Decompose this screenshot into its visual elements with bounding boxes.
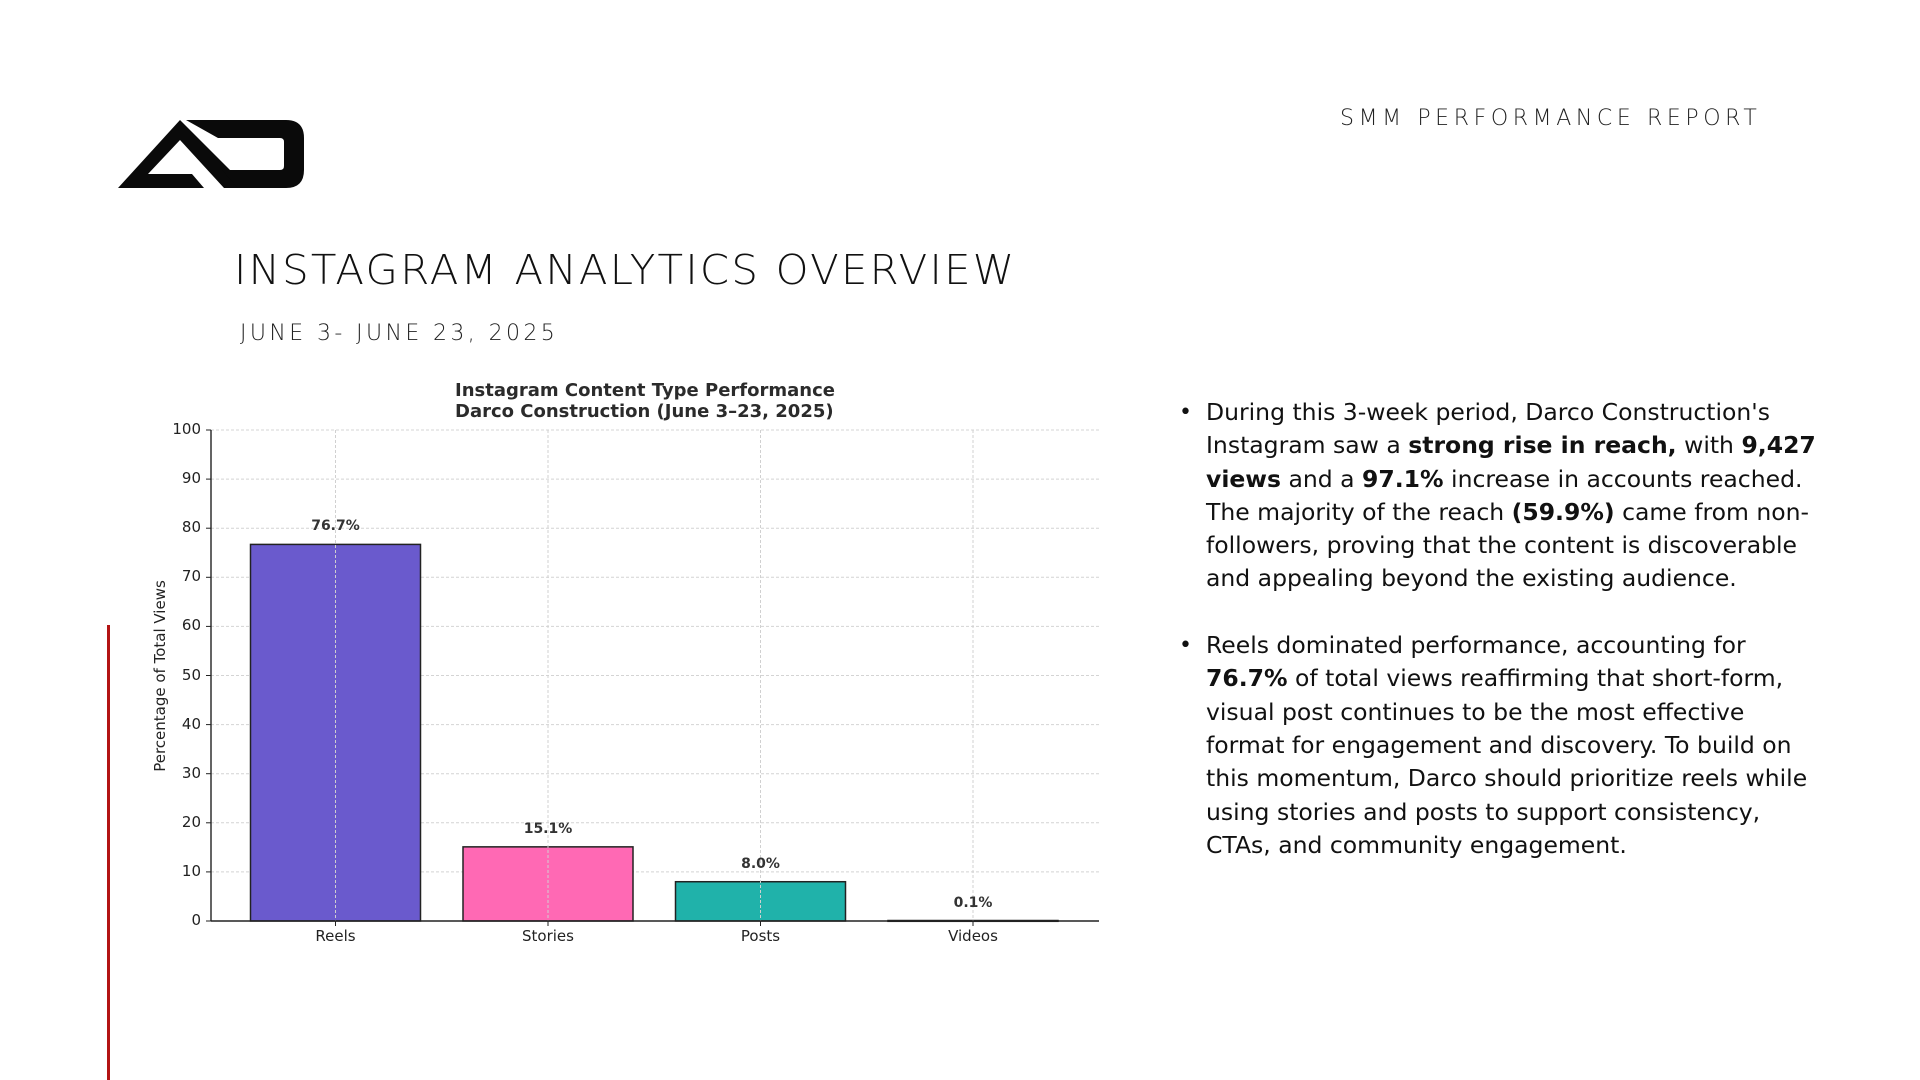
y-tick-label: 60 <box>181 616 201 635</box>
insight-text: increase in accounts reached. The majori… <box>1206 464 1803 526</box>
accent-divider <box>107 625 110 1080</box>
insight-item-1: • During this 3-week period, Darco Constr… <box>1176 396 1816 596</box>
y-tick-label: 70 <box>181 567 201 586</box>
y-axis-label-text: Percentage of Total Views <box>151 580 169 772</box>
page-title: INSTAGRAM ANALYTICS OVERVIEW <box>234 246 1017 294</box>
insight-text: with <box>1676 431 1742 460</box>
y-tick-label: 0 <box>191 911 201 929</box>
y-tick-label: 10 <box>181 861 201 880</box>
insight-text: of total views reaffirming that short-fo… <box>1206 664 1808 859</box>
insight-text: During this 3-week period, Darco Constru… <box>1206 398 1770 460</box>
bar-value-label-videos: 0.1% <box>953 894 993 911</box>
chart-title: Instagram Content Type Performance Darco… <box>455 380 855 422</box>
y-tick-label: 100 <box>172 420 201 438</box>
bar-reels <box>249 543 422 922</box>
bar-value-label-posts: 8.0% <box>741 855 780 872</box>
bar-value-label-stories: 15.1% <box>523 820 573 837</box>
report-label: SMM PERFORMANCE REPORT <box>1340 106 1762 131</box>
x-tick-label-reels: Reels <box>315 927 356 945</box>
bar-value-label-reels: 76.7% <box>311 518 360 535</box>
y-tick-label: 30 <box>181 763 201 782</box>
x-tick-label-videos: Videos <box>948 927 998 945</box>
bullet-icon: • <box>1179 400 1192 425</box>
date-range: JUNE 3- JUNE 23, 2025 <box>240 321 559 346</box>
bar-posts <box>674 880 847 922</box>
x-tick-label-posts: Posts <box>740 927 781 945</box>
insight-text: came from non-followers, proving that th… <box>1206 497 1810 593</box>
bullet-icon: • <box>1179 633 1192 659</box>
y-tick-label: 80 <box>181 518 201 537</box>
bar-videos <box>887 919 1059 923</box>
y-tick-label: 20 <box>181 812 201 831</box>
y-tick-label: 40 <box>181 714 201 733</box>
x-tick-label-stories: Stories <box>522 927 574 945</box>
y-tick-label: 50 <box>181 665 201 684</box>
insight-item-2: • Reels dominated performance, accounting… <box>1176 629 1816 862</box>
chart-title-line-2: Darco Construction (June 3–23, 2025) <box>455 401 834 422</box>
insight-text: Reels dominated performance, accounting … <box>1206 631 1746 660</box>
y-tick-label: 90 <box>181 469 201 488</box>
company-logo <box>118 118 304 190</box>
highlighted-text: (59.9%) <box>1511 497 1615 526</box>
bar-stories <box>462 846 634 922</box>
ao-logo-icon <box>118 120 304 188</box>
highlighted-text: 97.1% <box>1362 464 1444 493</box>
highlighted-text: 76.7% <box>1206 664 1288 693</box>
highlighted-text: 9,427 views <box>1206 431 1816 493</box>
insight-text: and a <box>1281 464 1363 493</box>
chart-title-line-1: Instagram Content Type Performance <box>455 380 835 401</box>
highlighted-text: strong rise in reach, <box>1408 431 1677 460</box>
insights-list: • During this 3-week period, Darco Constr… <box>1176 396 1816 895</box>
